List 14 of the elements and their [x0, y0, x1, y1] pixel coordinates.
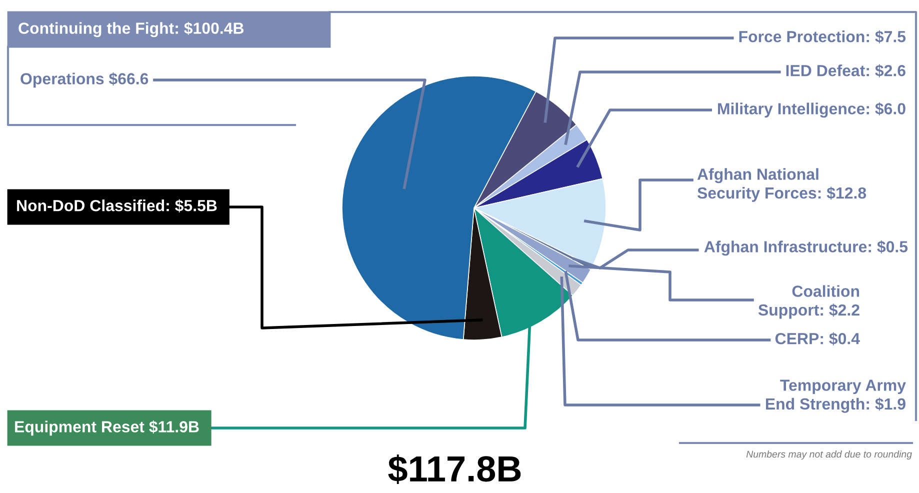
text: Continuing the Fight: $100.4B [18, 22, 244, 38]
slice-label: Afghan National Security Forces: $12.8 [697, 168, 866, 202]
slice-label: Coalition Support: $2.2 [758, 285, 860, 319]
text: Numbers may not add due to rounding [746, 450, 912, 460]
slice-label: Afghan Infrastructure: $0.5 [704, 240, 908, 256]
slice-label: Force Protection: $7.5 [739, 30, 906, 44]
slice-label: Equipment Reset $11.9B [15, 420, 199, 436]
slice-label: CERP: $0.4 [775, 332, 860, 346]
slice-label: Temporary Army End Strength: $1.9 [766, 380, 906, 413]
slice-label: Non-DoD Classified: $5.5B [17, 199, 217, 212]
slice-label: Military Intelligence: $6.0 [718, 102, 906, 118]
slice-label: Operations $66.6 [20, 72, 148, 88]
slice-label: IED Defeat: $2.6 [786, 64, 906, 78]
text: $117.8B [388, 454, 521, 484]
